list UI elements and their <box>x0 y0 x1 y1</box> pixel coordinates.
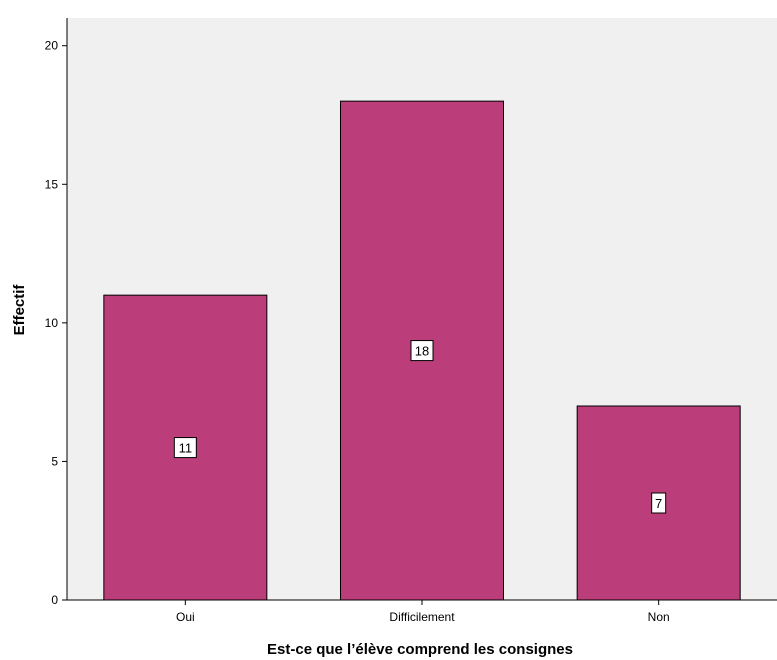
y-tick-label: 5 <box>51 454 58 468</box>
y-tick-label: 15 <box>45 177 59 191</box>
y-tick-label: 0 <box>51 593 58 607</box>
y-tick-label: 20 <box>45 39 59 53</box>
y-axis-title: Effectif <box>11 284 28 336</box>
ticks-group: Oui Difficilement Non 0 5 10 15 20 <box>45 39 670 624</box>
x-tick-label: Non <box>648 610 670 624</box>
data-label-box <box>173 437 197 459</box>
data-label: 18 <box>415 344 429 359</box>
data-label-box <box>410 340 434 362</box>
y-tick-label: 10 <box>45 316 59 330</box>
x-tick-label: Difficilement <box>389 610 455 624</box>
data-label: 7 <box>655 496 662 511</box>
data-label: 11 <box>179 441 193 456</box>
x-axis-title: Est-ce que l’élève comprend les consigne… <box>267 641 573 658</box>
x-tick-label: Oui <box>176 610 195 624</box>
data-label-box <box>651 492 667 514</box>
data-labels-group: 11 18 7 <box>173 340 667 514</box>
